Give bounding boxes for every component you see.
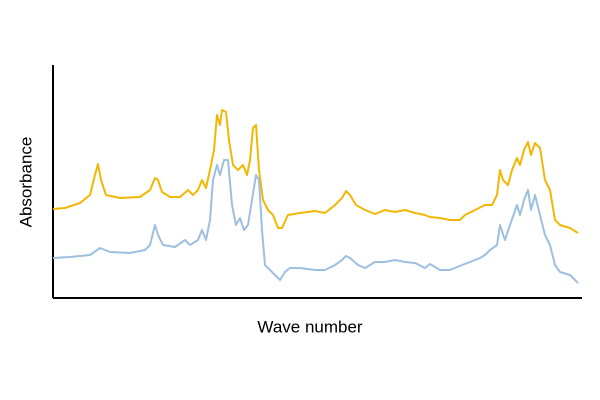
x-axis-label: Wave number <box>257 317 363 336</box>
y-axis-label: Absorbance <box>16 137 35 228</box>
spectrum-line <box>52 159 579 284</box>
spectrum-line <box>52 109 579 234</box>
